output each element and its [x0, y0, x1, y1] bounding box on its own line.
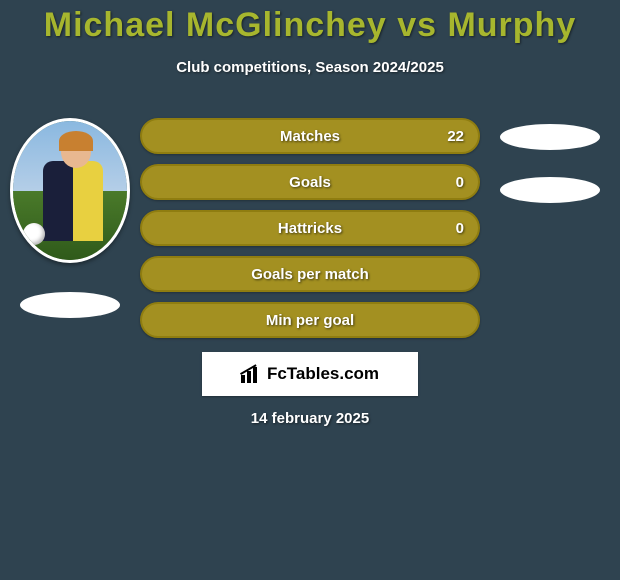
brand-badge[interactable]: FcTables.com [202, 352, 418, 396]
bar-label: Min per goal [142, 312, 478, 329]
page-title: Michael McGlinchey vs Murphy [0, 0, 620, 45]
bar-value: 22 [447, 128, 464, 145]
player-left-name-placeholder [20, 292, 120, 318]
brand-text: FcTables.com [267, 364, 379, 384]
page-subtitle: Club competitions, Season 2024/2025 [0, 59, 620, 76]
bar-matches: Matches 22 [140, 118, 480, 154]
comparison-card: Michael McGlinchey vs Murphy Club compet… [0, 0, 620, 580]
bar-label: Goals per match [142, 266, 478, 283]
player-right-name-placeholder [500, 177, 600, 203]
chart-icon [241, 365, 263, 383]
bar-min-per-goal: Min per goal [140, 302, 480, 338]
bar-goals-per-match: Goals per match [140, 256, 480, 292]
bar-value: 0 [456, 220, 464, 237]
bar-label: Goals [142, 174, 478, 191]
date-text: 14 february 2025 [0, 410, 620, 427]
player-left-portrait [10, 118, 130, 263]
bar-value: 0 [456, 174, 464, 191]
bar-label: Matches [142, 128, 478, 145]
stat-bars: Matches 22 Goals 0 Hattricks 0 Goals per… [140, 118, 480, 348]
bar-goals: Goals 0 [140, 164, 480, 200]
bar-label: Hattricks [142, 220, 478, 237]
player-right-portrait-placeholder [500, 124, 600, 150]
portrait-image [10, 118, 130, 263]
bar-hattricks: Hattricks 0 [140, 210, 480, 246]
